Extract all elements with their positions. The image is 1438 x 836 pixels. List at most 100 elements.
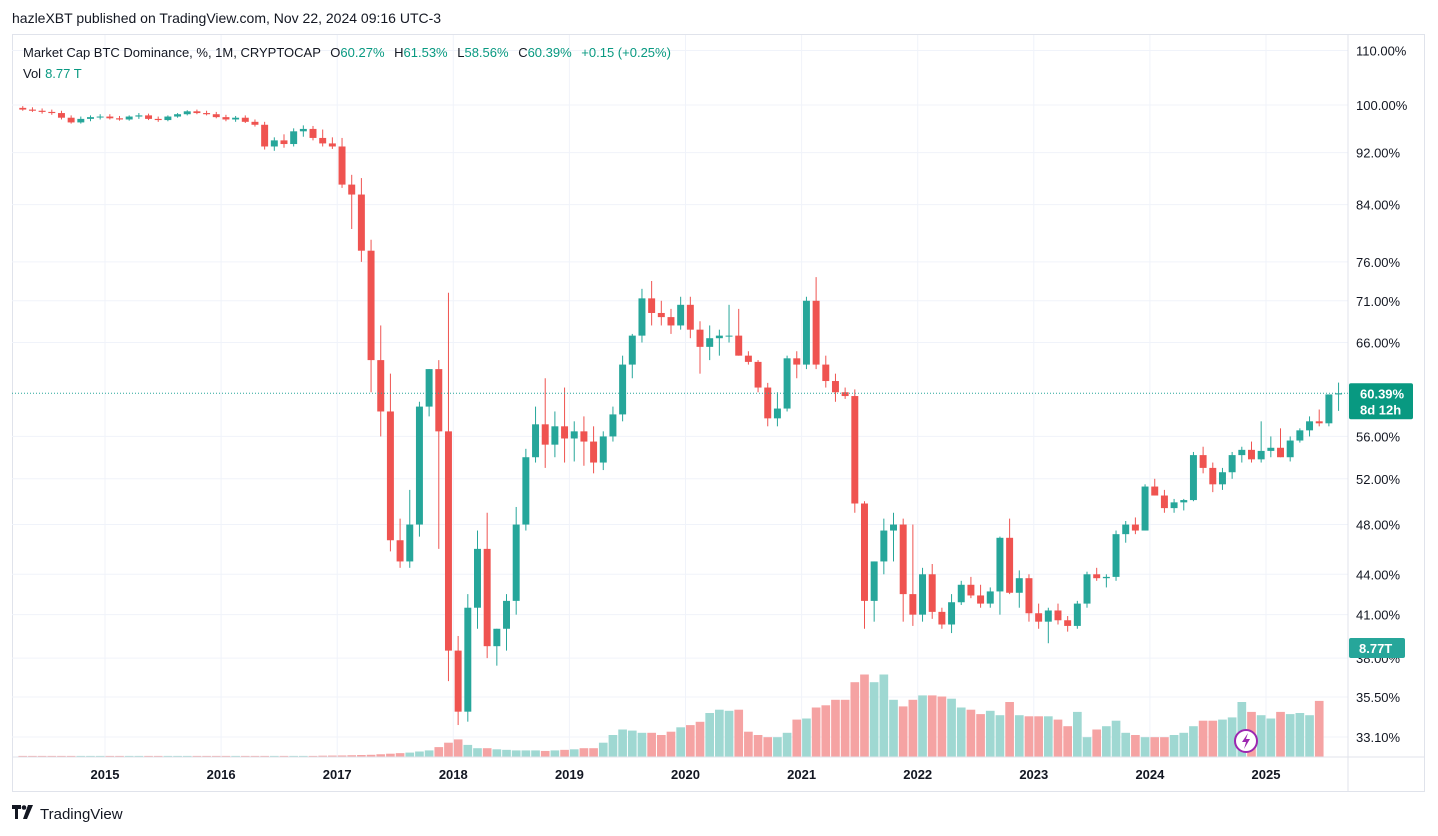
y-tick-label: 92.00% [1356,146,1401,161]
volume-bar [840,699,850,757]
candle-body [851,396,859,504]
candle-body [590,441,598,463]
volume-bar [1266,718,1276,757]
volume-label[interactable]: Vol [23,66,42,81]
volume-bar [666,731,676,757]
volume-bar [366,754,376,757]
volume-bar [492,749,502,757]
lightning-icon[interactable] [1234,729,1258,753]
candle-body [464,607,472,712]
volume-bar [676,727,685,757]
candle-body [744,355,752,362]
volume-bar [308,755,318,757]
candle-body [96,116,104,118]
x-tick-label: 2016 [207,767,236,782]
candlestick-series [19,106,1343,726]
candle-body [686,304,694,330]
y-tick-label: 84.00% [1356,198,1401,213]
volume-bar [860,674,869,757]
candle-body [367,250,375,361]
change-value: +0.15 (+0.25%) [581,45,671,60]
volume-bar [598,742,608,757]
candle-body [541,424,549,445]
candle-body [899,524,907,595]
candle-body [1286,440,1294,458]
volume-bar [1014,715,1024,757]
candle-body [773,408,781,419]
volume-bar [1237,702,1247,757]
candle-body [735,335,743,356]
candle-body [106,116,114,119]
candle-body [319,137,327,144]
countdown-label: 8d 12h [1360,402,1401,417]
volume-bars [18,674,1324,757]
candle-body [1112,534,1120,577]
x-tick-label: 2019 [555,767,584,782]
chart-grid [12,35,1348,757]
candle-body [551,426,559,445]
volume-bar [1082,737,1092,757]
candle-body [222,117,230,120]
volume-bar [831,699,840,757]
candle-body [1170,502,1178,509]
volume-bar [482,748,492,757]
y-tick-label: 35.50% [1356,690,1401,705]
volume-bar [637,732,647,757]
volume-bar [686,725,695,757]
candle-body [309,128,317,138]
volume-header: Vol 8.77 T [23,66,82,81]
volume-bar [347,755,357,757]
volume-bar [908,699,918,757]
high-label: H [394,45,404,60]
candle-body [338,146,346,185]
volume-bar [86,755,95,757]
candle-body [87,117,94,119]
volume-bar [1295,713,1305,757]
volume-bar [1111,720,1121,757]
candle-body [1044,610,1052,622]
candle-body [125,116,133,120]
candle-body [1160,495,1168,509]
symbol-title[interactable]: Market Cap BTC Dominance, %, 1M, CRYPTOC… [23,45,321,60]
last-price-label: 60.39% [1360,386,1405,401]
y-tick-label: 110.00% [1356,44,1407,59]
y-axis: 110.00% 100.00% 92.00% 84.00% 76.00% 71.00% 66… [1347,35,1408,792]
candle-body [986,591,994,604]
volume-bar [202,755,211,757]
candle-body [116,118,123,120]
volume-bar [1092,729,1102,757]
volume-bar [966,709,976,757]
candle-body [415,406,423,525]
volume-bar [608,735,618,757]
volume-bar [918,695,927,757]
candle-body [270,140,278,147]
candle-body [715,335,723,339]
candle-body [532,424,540,458]
candle-body [1257,450,1265,460]
candle-body [154,118,162,121]
candle-body [725,335,733,337]
open-label: O [330,45,341,60]
candle-body [948,602,956,625]
volume-bar [473,748,482,757]
candle-body [1035,613,1043,622]
candle-body [328,143,336,147]
volume-bar [1227,717,1237,757]
close-label: C [518,45,528,60]
candle-body [1122,524,1130,535]
candle-body [1218,472,1226,485]
candle-body [193,111,201,114]
volume-bar [163,755,173,757]
y-tick-label: 56.00% [1356,429,1401,444]
candle-body [1238,449,1246,456]
candle-body [241,117,249,122]
volume-bar [627,730,637,757]
publisher-line: hazleXBT published on TradingView.com, N… [12,10,442,26]
footer-brand[interactable]: TradingView [12,805,123,824]
volume-bar [937,696,947,757]
volume-bar [260,755,269,757]
volume-bar [95,755,105,757]
candle-body [1209,467,1217,485]
volume-bar [521,750,531,757]
